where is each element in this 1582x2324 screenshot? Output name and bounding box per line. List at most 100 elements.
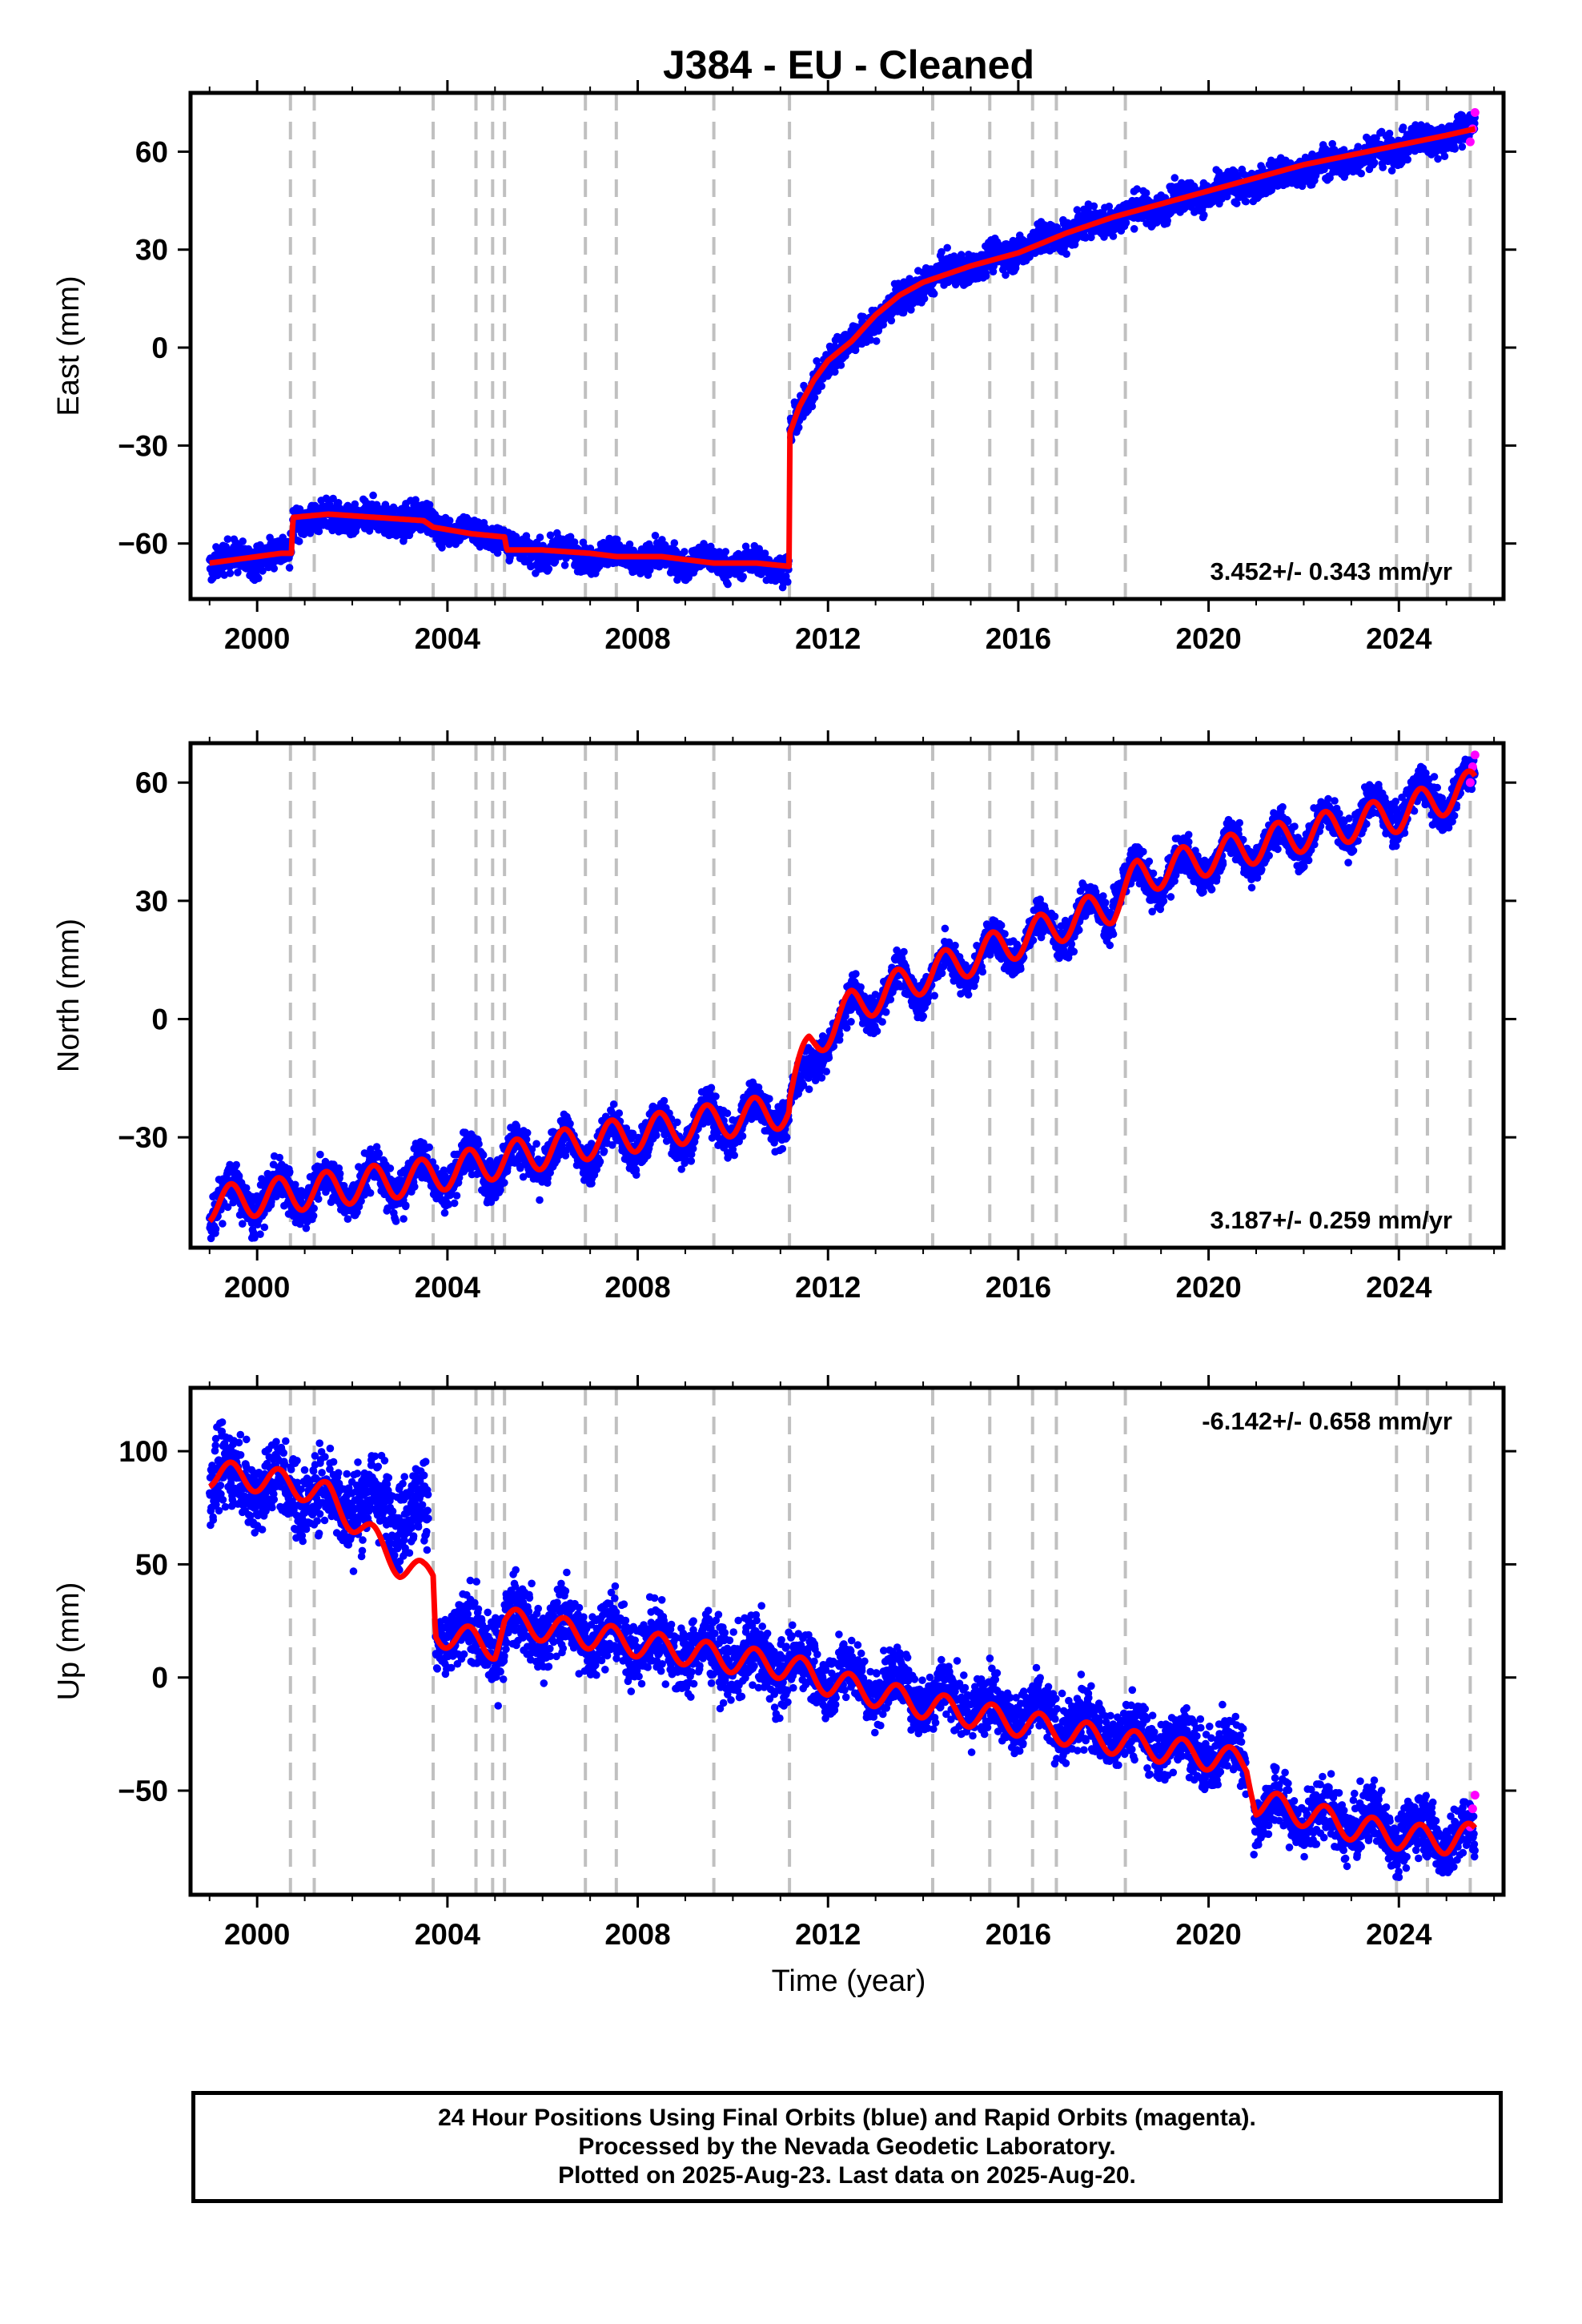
data-point bbox=[1130, 225, 1138, 233]
x-tick-label: 2016 bbox=[986, 622, 1051, 655]
data-point bbox=[493, 549, 502, 557]
data-point bbox=[586, 545, 595, 553]
y-axis-label: East (mm) bbox=[52, 275, 86, 416]
data-point bbox=[425, 501, 434, 509]
data-point bbox=[794, 424, 803, 432]
data-point bbox=[681, 548, 689, 556]
panel-north: 2000 2004 2008 2012 2016 2020 2024−3003060Nort… bbox=[52, 730, 1516, 1304]
data-point bbox=[920, 295, 929, 303]
data-point bbox=[1109, 232, 1118, 240]
data-point bbox=[859, 312, 867, 321]
data-point bbox=[239, 537, 247, 545]
data-point bbox=[817, 382, 825, 391]
x-tick-label: 2000 bbox=[224, 622, 290, 655]
data-point bbox=[1434, 155, 1442, 163]
data-point bbox=[546, 531, 555, 540]
x-tick-label: 2008 bbox=[604, 622, 670, 655]
data-point bbox=[724, 580, 732, 589]
rapid-orbit-point bbox=[1470, 107, 1480, 117]
data-point bbox=[1090, 202, 1098, 211]
data-point bbox=[412, 496, 420, 504]
data-point bbox=[270, 565, 279, 573]
data-point bbox=[234, 569, 242, 577]
y-tick-label: −60 bbox=[118, 528, 168, 561]
data-point bbox=[295, 537, 303, 545]
data-point bbox=[887, 316, 896, 325]
data-point bbox=[1354, 143, 1363, 151]
data-point bbox=[938, 247, 946, 256]
data-point bbox=[739, 573, 747, 581]
data-point bbox=[1399, 123, 1407, 131]
data-point bbox=[784, 577, 792, 586]
y-tick-label: −30 bbox=[118, 429, 168, 462]
data-point bbox=[211, 1224, 220, 1233]
data-point bbox=[646, 566, 654, 574]
data-point bbox=[259, 567, 267, 575]
data-point bbox=[1357, 169, 1365, 178]
data-point bbox=[570, 538, 579, 546]
data-point bbox=[351, 500, 359, 509]
data-point bbox=[866, 336, 875, 344]
y-tick-label: 60 bbox=[135, 135, 168, 168]
data-point bbox=[285, 564, 294, 572]
data-point bbox=[1458, 143, 1467, 151]
data-point bbox=[1002, 271, 1010, 279]
data-point bbox=[242, 1184, 251, 1192]
data-point bbox=[1440, 152, 1449, 160]
data-point bbox=[220, 571, 229, 579]
data-point bbox=[391, 505, 400, 514]
data-point bbox=[256, 1230, 264, 1238]
x-tick-label: 2004 bbox=[415, 622, 481, 655]
data-point bbox=[1170, 174, 1179, 182]
data-point bbox=[474, 518, 482, 526]
data-point bbox=[226, 569, 235, 577]
data-point bbox=[1370, 159, 1379, 167]
data-point bbox=[625, 540, 634, 549]
data-point bbox=[255, 574, 263, 582]
x-tick-label: 2024 bbox=[1366, 622, 1432, 655]
data-point bbox=[369, 491, 377, 500]
data-point bbox=[670, 539, 679, 547]
data-point bbox=[1451, 145, 1459, 153]
data-point bbox=[957, 251, 966, 259]
data-point bbox=[1385, 129, 1394, 138]
data-point bbox=[721, 548, 730, 556]
data-point bbox=[566, 533, 575, 541]
data-point bbox=[445, 517, 454, 525]
data-point bbox=[1379, 163, 1387, 171]
data-point bbox=[982, 271, 990, 280]
data-point bbox=[275, 1153, 284, 1162]
data-point bbox=[907, 306, 915, 314]
data-point bbox=[1387, 167, 1396, 175]
data-point bbox=[286, 1168, 294, 1176]
data-point bbox=[260, 1223, 269, 1232]
data-point bbox=[315, 527, 323, 536]
data-point bbox=[808, 402, 817, 411]
rate-label: 3.452+/- 0.343 mm/yr bbox=[1211, 557, 1452, 585]
data-point bbox=[1200, 211, 1208, 219]
data-point bbox=[232, 1160, 241, 1169]
data-point bbox=[810, 393, 819, 402]
data-point bbox=[837, 361, 845, 369]
x-tick-label: 2020 bbox=[1175, 622, 1241, 655]
chart-title: J384 - EU - Cleaned bbox=[663, 42, 1034, 87]
x-tick-label: 2012 bbox=[795, 622, 861, 655]
data-point bbox=[1062, 250, 1070, 259]
data-point bbox=[943, 243, 951, 252]
y-tick-label: 0 bbox=[151, 332, 168, 364]
data-point bbox=[930, 290, 938, 298]
data-point bbox=[1142, 189, 1150, 197]
data-point bbox=[223, 535, 232, 543]
data-point bbox=[219, 1220, 227, 1228]
rapid-orbit-point bbox=[1465, 137, 1475, 147]
model-line bbox=[207, 126, 1477, 569]
data-point bbox=[560, 561, 569, 569]
data-point bbox=[1403, 155, 1411, 163]
data-point bbox=[302, 1224, 311, 1232]
data-point bbox=[1242, 197, 1250, 206]
data-point bbox=[651, 532, 660, 540]
data-point bbox=[536, 533, 544, 541]
panel-east: 2000 2004 2008 2012 2016 2020 2024−60−3003060E… bbox=[52, 80, 1516, 655]
data-point bbox=[235, 1172, 243, 1180]
